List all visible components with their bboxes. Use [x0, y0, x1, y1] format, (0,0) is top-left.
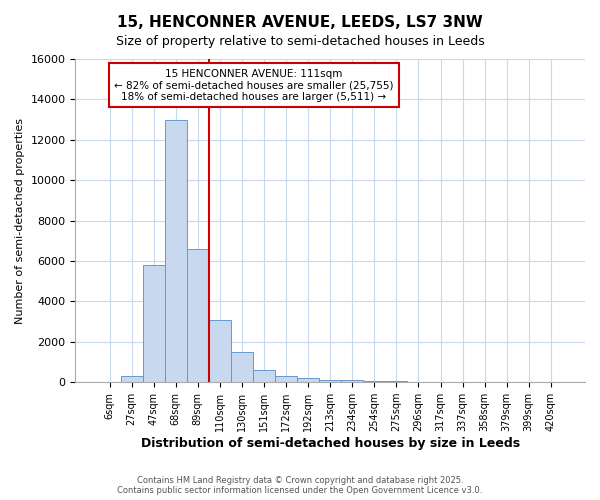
X-axis label: Distribution of semi-detached houses by size in Leeds: Distribution of semi-detached houses by …	[140, 437, 520, 450]
Text: Size of property relative to semi-detached houses in Leeds: Size of property relative to semi-detach…	[116, 35, 484, 48]
Bar	[385, 381, 407, 382]
Bar	[363, 381, 385, 382]
Bar	[187, 249, 209, 382]
Bar	[253, 370, 275, 382]
Y-axis label: Number of semi-detached properties: Number of semi-detached properties	[15, 118, 25, 324]
Text: 15, HENCONNER AVENUE, LEEDS, LS7 3NW: 15, HENCONNER AVENUE, LEEDS, LS7 3NW	[117, 15, 483, 30]
Bar	[319, 380, 341, 382]
Bar	[121, 376, 143, 382]
Bar	[231, 352, 253, 382]
Bar	[143, 265, 165, 382]
Bar	[341, 380, 363, 382]
Bar	[209, 320, 231, 382]
Bar	[297, 378, 319, 382]
Bar	[165, 120, 187, 382]
Text: 15 HENCONNER AVENUE: 111sqm
← 82% of semi-detached houses are smaller (25,755)
1: 15 HENCONNER AVENUE: 111sqm ← 82% of sem…	[114, 68, 394, 102]
Bar	[275, 376, 297, 382]
Text: Contains HM Land Registry data © Crown copyright and database right 2025.
Contai: Contains HM Land Registry data © Crown c…	[118, 476, 482, 495]
